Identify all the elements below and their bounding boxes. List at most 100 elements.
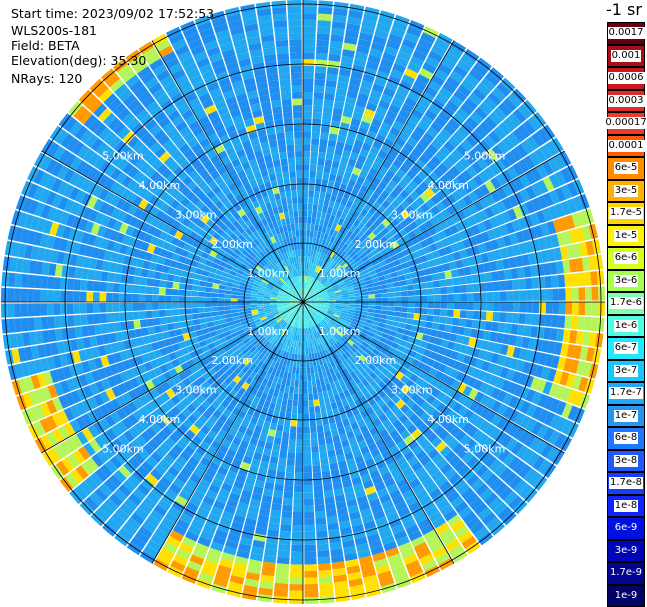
range-gate [369,146,380,156]
range-gate [442,332,451,341]
range-gate [385,194,395,204]
range-gate [337,266,344,273]
range-gate [283,491,294,499]
range-gate [322,295,329,298]
range-gate [447,136,461,148]
range-gate [132,302,140,311]
range-gate [312,279,318,286]
range-gate [346,258,354,265]
range-gate [584,302,592,316]
range-gate [335,141,345,150]
range-gate [280,444,288,453]
range-gate [20,288,28,302]
range-gate [40,275,49,289]
range-gate [310,157,318,165]
range-gate [537,352,548,366]
range-gate [386,282,394,289]
range-gate [480,340,490,351]
range-gate [439,174,451,186]
range-gate [371,337,380,345]
range-gate [304,282,306,290]
range-gate [313,98,324,107]
range-gate [478,139,491,153]
range-gate [423,460,436,472]
range-gate [548,205,559,220]
range-gate [543,396,555,411]
range-gate [402,267,411,275]
range-gate [468,400,480,412]
range-gate [468,337,477,347]
range-gate [484,351,494,362]
range-gate [491,145,505,159]
range-gate [480,292,487,302]
range-gate [531,132,545,148]
range-gate [355,326,363,332]
range-gate [341,306,349,309]
range-gate [334,323,342,329]
range-gate [483,330,492,341]
range-gate [388,359,397,368]
range-gate [423,349,432,358]
range-gate [337,347,345,355]
range-gate [510,268,519,279]
range-gate [390,69,404,80]
range-gate [237,295,245,299]
range-gate [412,319,420,326]
range-gate [307,216,312,224]
range-gate [365,318,373,324]
range-gate [501,136,515,151]
range-gate [339,233,346,242]
range-gate [280,524,292,532]
range-gate [370,273,378,280]
range-gate [502,452,516,467]
range-gate [338,203,346,212]
range-gate [478,170,490,184]
range-gate [381,449,392,460]
range-gate [414,466,427,478]
range-gate [409,413,420,424]
range-gate [319,589,334,597]
range-gate [322,306,329,309]
range-gate [490,387,501,400]
range-gate [447,438,460,450]
range-gate [331,113,342,122]
range-gate [309,236,313,244]
range-gate [313,317,319,324]
range-gate [385,244,394,253]
range-gate [293,393,299,401]
range-gate [310,426,317,434]
range-gate [591,239,602,255]
range-gate [288,597,303,604]
range-gate [204,292,212,298]
range-gate [321,239,327,247]
range-gate [333,325,341,331]
range-gate [381,227,390,236]
range-gate [400,404,410,414]
range-gate [461,421,473,434]
range-gate [422,132,435,144]
range-gate [525,389,536,403]
range-gate [493,302,500,312]
range-gate [505,245,515,258]
range-gate [304,498,314,506]
range-gate [457,84,472,98]
range-gate [371,118,383,128]
range-gate [315,52,328,61]
range-gate [47,276,55,289]
range-gate [367,286,375,292]
range-gate [565,302,573,315]
range-gate [326,340,332,348]
range-gate [365,375,374,384]
range-gate [340,287,348,292]
range-gate [304,564,318,572]
range-gate [99,313,108,324]
range-gate [341,115,352,125]
range-gate [350,173,359,182]
range-gate [542,381,553,395]
range-gate [347,291,355,295]
range-gate [347,158,357,167]
range-gate [407,153,418,164]
range-gate [384,231,393,240]
range-gate [505,312,513,323]
range-gate [312,111,322,120]
